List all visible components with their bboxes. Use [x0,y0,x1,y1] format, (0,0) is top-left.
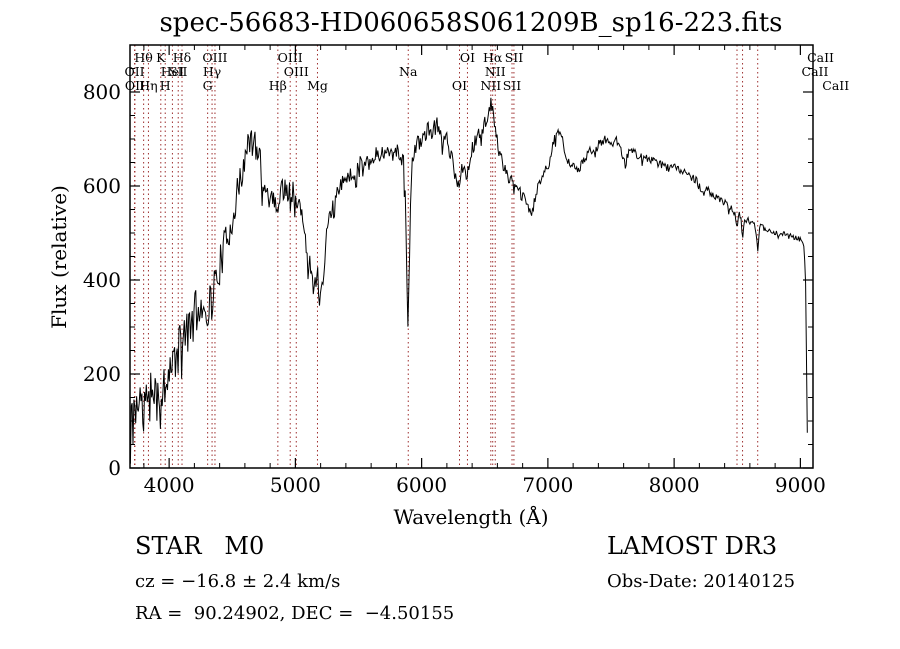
spectral-line-label-3836: Hη [139,78,157,93]
spectral-line-label-6563: Hα [483,50,503,65]
x-tick-label: 4000 [144,473,195,497]
plot-title: spec-56683-HD060658S061209B_sp16-223.fit… [159,8,782,38]
obsdate-text: Obs-Date: 20140125 [607,571,795,592]
spectral-line-label-6731: SII [505,50,524,65]
radec-text: RA = 90.24902, DEC = −4.50155 [135,603,454,624]
spectral-line-label-4959: OIII [278,50,303,65]
y-tick-label: 800 [83,80,121,104]
spectral-line-label-6716: SII [503,78,522,93]
spectral-line-label-5894: Na [399,64,418,79]
plot-frame [129,44,814,469]
y-tick-label: 400 [83,268,121,292]
spectral-line-label-6300: OI [452,78,467,93]
spectral-line-labels-layer: OIIOIIHθHηKHHeISIIHδGHγOIIIHβOIIIOIIIMgN… [124,50,849,93]
classification-text: STAR M0 [135,532,264,560]
y-axis-label: Flux (relative) [47,185,71,329]
x-tick-label: 9000 [775,473,826,497]
y-tick-label: 200 [83,362,121,386]
spectral-line-label-4340: Hγ [203,64,221,79]
y-tick-label: 600 [83,174,121,198]
spectral-line-label-3934: K [156,50,166,65]
spectral-line-label-3969: H [160,78,171,93]
spectral-line-label-6583: NII [485,64,506,79]
spectral-line-label-6548: NII [480,78,501,93]
x-tick-label: 5000 [270,473,321,497]
spectral-line-label-5175: Mg [307,78,328,93]
spectral-line-label-4861: Hβ [269,78,287,93]
spectral-line-label-3726: OII [124,64,144,79]
y-tick-label: 0 [108,456,121,480]
spectral-line-label-4072: SII [169,64,188,79]
spectral-line-label-3798: Hθ [134,50,152,65]
cz-text: cz = −16.8 ± 2.4 km/s [135,571,340,592]
x-tick-label: 8000 [649,473,700,497]
x-tick-label: 7000 [522,473,573,497]
x-tick-label: 6000 [396,473,447,497]
spectrum-trace-layer [129,97,808,464]
spectral-line-label-4026: HeI [161,64,184,79]
axes-layer: 4000 5000 6000 7000 8000 9000 0 200 400 600 800 [83,44,826,497]
spectral-line-label-8498: CaII [802,64,829,79]
spectrum-trace [129,97,808,464]
spectral-line-markers-layer [134,45,759,468]
x-axis-label: Wavelength (Å) [393,504,548,529]
spectral-line-label-6363: OI [460,50,475,65]
spectral-line-label-4102: Hδ [173,50,191,65]
spectral-line-label-8662: CaII [822,78,849,93]
survey-text: LAMOST DR3 [607,532,777,560]
spectral-line-label-4363: OIII [202,50,227,65]
spectral-line-label-8542: CaII [807,50,834,65]
spectral-line-label-3729: OII [125,78,145,93]
spectral-line-label-4305: G [203,78,213,93]
spectral-line-label-5007: OIII [284,64,309,79]
